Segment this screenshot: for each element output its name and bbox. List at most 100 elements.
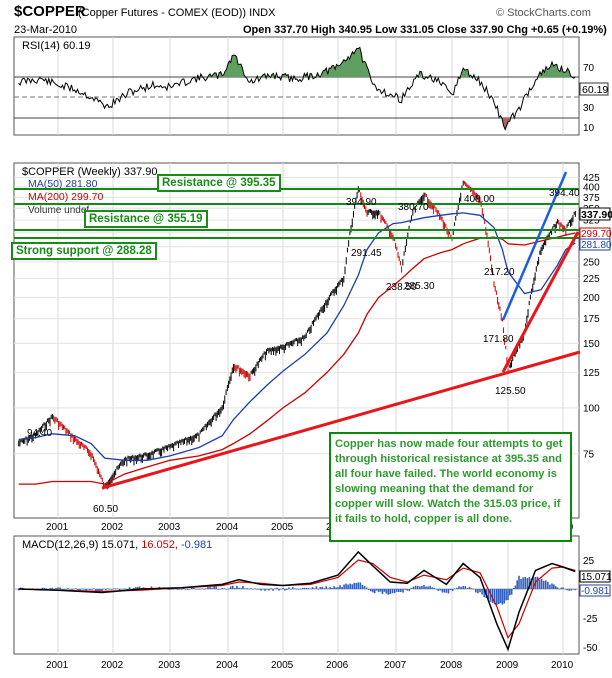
macd-hist-bar: [437, 589, 440, 591]
macd-hist-bar: [503, 589, 506, 604]
macd-hist-bar: [67, 588, 69, 589]
macd-hist-bar: [122, 589, 125, 590]
x-tick-label-bottom: 2005: [271, 660, 294, 671]
macd-hist-bar: [209, 586, 211, 589]
macd-hist-bar: [493, 589, 496, 605]
macd-tick-label: -25: [583, 614, 598, 625]
macd-hist-bar: [441, 589, 444, 593]
macd-hist-bar: [507, 589, 509, 601]
macd-hist-bar: [268, 589, 270, 591]
macd-hist-bar: [293, 588, 296, 589]
macd-hist-bar: [516, 580, 518, 589]
macd-hist-bar: [335, 587, 337, 589]
macd-hist-bar: [282, 587, 284, 589]
macd-hist-bar: [406, 589, 408, 591]
macd-hist-bar: [381, 589, 384, 595]
macd-hist-bar: [505, 589, 507, 601]
macd-hist-bar: [138, 586, 141, 589]
macd-hist-bar: [240, 588, 242, 589]
macd-hist-bar: [524, 577, 526, 589]
macd-hist-bar: [451, 589, 454, 592]
x-tick-label-bottom: 2004: [216, 660, 239, 671]
macd-hist-bar: [479, 589, 481, 593]
macd-hist-bar: [75, 588, 77, 589]
macd-hist-bar: [315, 586, 318, 589]
macd-hist-bar: [176, 589, 179, 590]
uptrend-channel-line: [501, 171, 568, 321]
macd-hist-bar: [496, 589, 498, 605]
macd-hist-bar: [464, 586, 467, 589]
macd-hist-bar: [536, 576, 539, 589]
macd-hist-bar: [219, 588, 221, 590]
macd-hist-bar: [260, 589, 262, 591]
macd-hist-bar: [55, 587, 57, 589]
macd-hist-bar: [528, 576, 531, 589]
macd-tick-label: -50: [583, 643, 598, 654]
macd-hist-bar: [299, 588, 302, 590]
macd-hist-bar: [532, 577, 535, 589]
macd-layer: [17, 550, 577, 652]
macd-hist-bar: [333, 586, 335, 589]
macd-hist-bar: [207, 587, 209, 589]
macd-hist-bar: [215, 586, 217, 589]
macd-hist-bar: [499, 589, 502, 604]
macd-hist-bar: [389, 589, 391, 595]
macd-hist-bar: [232, 585, 234, 589]
macd-hist-bar: [97, 589, 99, 592]
macd-hist-bar: [307, 588, 310, 589]
macd-hist-bar: [433, 587, 435, 589]
macd-hist-bar: [325, 586, 328, 589]
recovery-trendline: [501, 231, 580, 373]
macd-hist-bar: [509, 589, 511, 596]
macd-hist-bar: [274, 588, 276, 590]
macd-hist-bar: [398, 589, 400, 592]
macd-hist-bar: [341, 586, 343, 589]
macd-hist-bar: [489, 589, 492, 602]
macd-hist-bar: [359, 582, 362, 589]
macd-hist-bar: [365, 587, 368, 589]
macd-hist-bar: [568, 589, 570, 591]
macd-hist-bar: [547, 581, 549, 589]
macd-hist-bar: [545, 580, 547, 589]
macd-hist-bar: [491, 589, 494, 604]
rsi-line: [18, 46, 576, 132]
macd-hist-bar: [347, 584, 349, 589]
macd-hist-bar: [197, 588, 199, 590]
price-annotations: 94.40 60.50 394.90 291.45 238.50 380.70 285.30…: [27, 194, 526, 515]
x-tick-label-bottom: 2010: [551, 660, 574, 671]
macd-hist-bar: [59, 587, 61, 589]
last-price-box: [579, 207, 611, 221]
macd-hist-bar: [213, 586, 215, 589]
macd-hist-bar: [280, 588, 282, 590]
price-annotation: 285.30: [404, 281, 435, 292]
price-annotation: 394.90: [346, 197, 377, 208]
macd-hist-bar: [186, 589, 189, 590]
rsi-layer: [18, 46, 576, 132]
macd-hist-bar: [564, 588, 566, 590]
rsi-overbought-fill: [419, 71, 422, 77]
macd-hist-bar: [343, 584, 345, 589]
macd-hist-bar: [391, 589, 394, 594]
price-annotation: 291.45: [351, 248, 382, 259]
macd-hist-bar: [321, 586, 324, 589]
macd-hist-bar: [225, 589, 228, 590]
macd-hist-bar: [292, 587, 294, 589]
macd-hist-bar: [512, 588, 515, 589]
macd-hist-bar: [460, 586, 462, 589]
rsi-legend: RSI(14) 60.19: [22, 40, 90, 52]
price-tick-label: 125: [583, 368, 600, 379]
macd-hist-bar: [61, 589, 63, 590]
macd-hist-bar: [199, 588, 201, 590]
macd-hist-bar: [112, 588, 115, 590]
price-tick-label: 200: [583, 293, 600, 304]
macd-hist-bar: [256, 589, 258, 590]
macd-hist-bar: [477, 589, 479, 594]
macd-hist-bar: [367, 589, 370, 591]
macd-hist-bar: [423, 585, 425, 589]
macd-hist-bar: [205, 588, 207, 589]
macd-hist-bar: [497, 589, 500, 605]
macd-hist-bar: [43, 587, 46, 589]
macd-hist-bar: [221, 587, 223, 589]
price-tick-label: 425: [583, 173, 600, 184]
